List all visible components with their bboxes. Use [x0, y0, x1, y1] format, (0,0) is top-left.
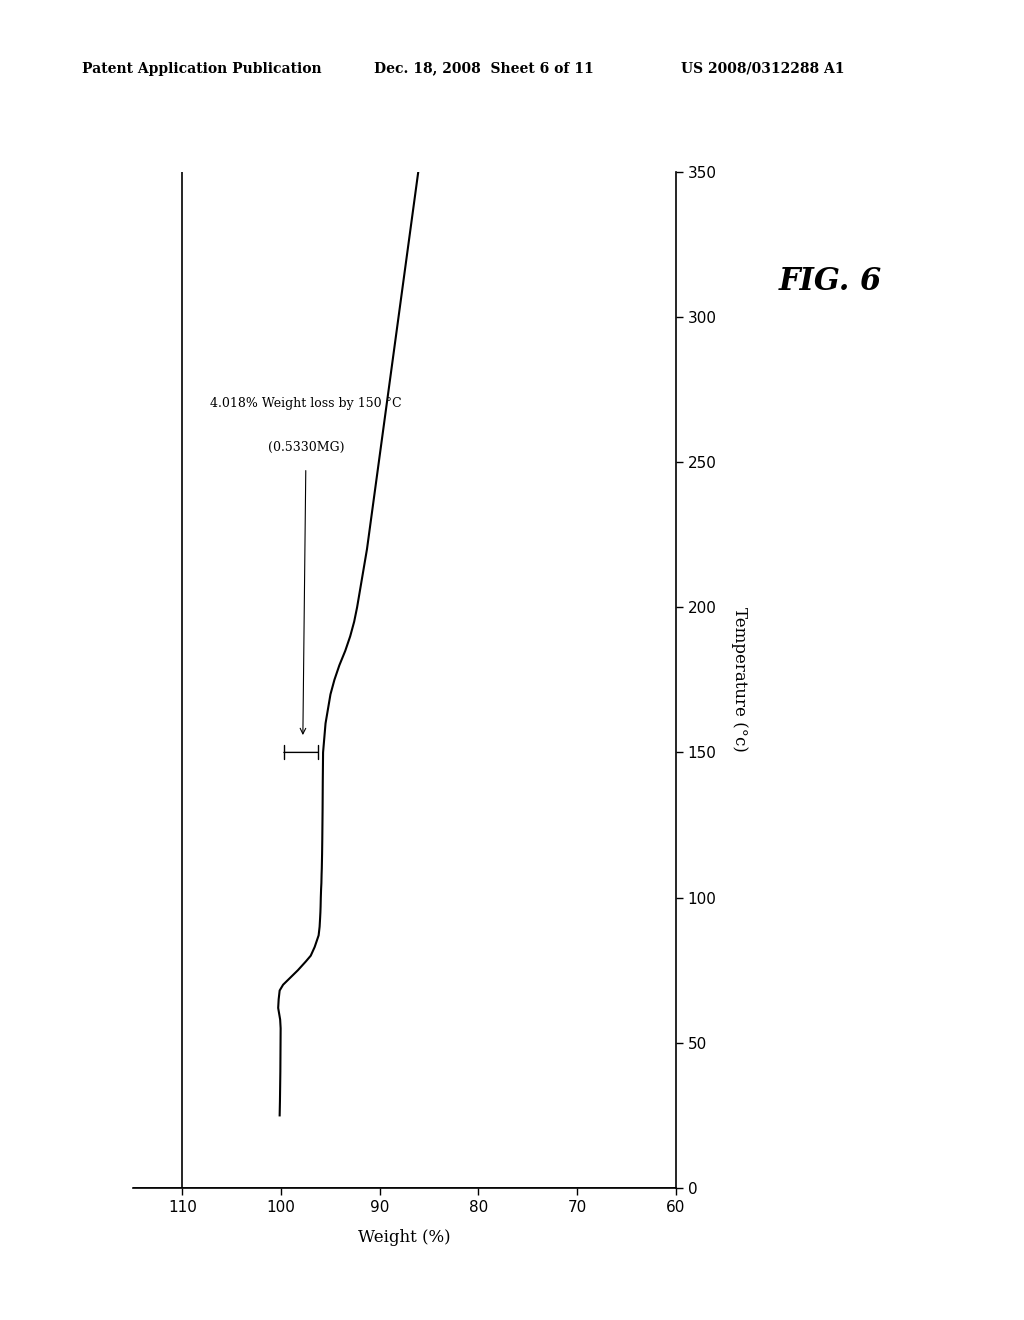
Text: 4.018% Weight loss by 150 °C: 4.018% Weight loss by 150 °C — [210, 397, 401, 411]
X-axis label: Weight (%): Weight (%) — [358, 1229, 451, 1246]
Text: (0.5330MG): (0.5330MG) — [267, 441, 344, 454]
Y-axis label: Temperature (°c): Temperature (°c) — [730, 607, 748, 752]
Text: FIG. 6: FIG. 6 — [778, 267, 882, 297]
Text: Patent Application Publication: Patent Application Publication — [82, 62, 322, 75]
Text: Dec. 18, 2008  Sheet 6 of 11: Dec. 18, 2008 Sheet 6 of 11 — [374, 62, 594, 75]
Text: US 2008/0312288 A1: US 2008/0312288 A1 — [681, 62, 845, 75]
